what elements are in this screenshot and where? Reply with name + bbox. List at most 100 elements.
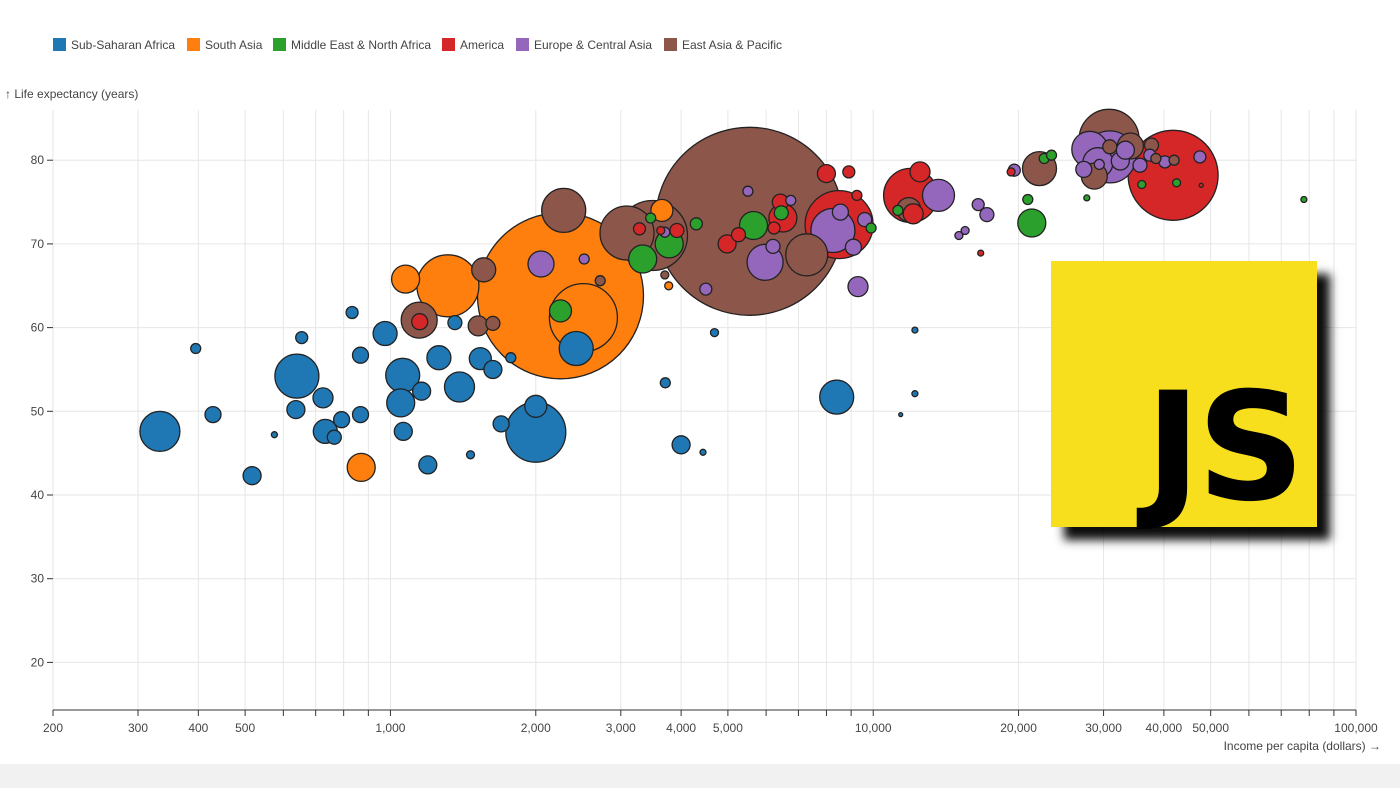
bubble-sub-saharan-africa[interactable] xyxy=(411,381,432,401)
bubble-sub-saharan-africa[interactable] xyxy=(671,435,691,455)
legend-item-south-asia[interactable]: South Asia xyxy=(187,38,263,52)
bubble-sub-saharan-africa[interactable] xyxy=(139,410,181,453)
bubble-sub-saharan-africa[interactable] xyxy=(558,330,594,367)
bubble-middle-east-north-africa[interactable] xyxy=(1300,195,1308,204)
bubble-america[interactable] xyxy=(816,163,837,184)
bubble-america[interactable] xyxy=(411,313,429,331)
bubble-america[interactable] xyxy=(1006,167,1016,177)
bubble-europe-central-asia[interactable] xyxy=(844,238,863,256)
bubble-middle-east-north-africa[interactable] xyxy=(1083,194,1091,202)
bubble-america[interactable] xyxy=(1198,182,1204,188)
bubble-america[interactable] xyxy=(767,221,781,235)
bubble-sub-saharan-africa[interactable] xyxy=(332,411,351,429)
bubble-sub-saharan-africa[interactable] xyxy=(345,305,359,320)
bubble-sub-saharan-africa[interactable] xyxy=(204,405,222,424)
bubble-america[interactable] xyxy=(902,203,924,225)
bubble-sub-saharan-africa[interactable] xyxy=(372,320,398,347)
bubble-europe-central-asia[interactable] xyxy=(699,282,713,296)
bubble-sub-saharan-africa[interactable] xyxy=(505,352,517,364)
bubble-sub-saharan-africa[interactable] xyxy=(483,359,503,380)
bubble-sub-saharan-africa[interactable] xyxy=(351,405,370,424)
bubble-sub-saharan-africa[interactable] xyxy=(911,390,919,398)
legend-item-sub-saharan-africa[interactable]: Sub-Saharan Africa xyxy=(53,38,175,52)
bubble-america[interactable] xyxy=(977,249,985,257)
legend-item-east-asia-pacific[interactable]: East Asia & Pacific xyxy=(664,38,782,52)
bubble-east-asia-pacific[interactable] xyxy=(1168,154,1180,166)
bubble-sub-saharan-africa[interactable] xyxy=(443,371,476,403)
bubble-sub-saharan-africa[interactable] xyxy=(286,399,306,420)
bubble-europe-central-asia[interactable] xyxy=(578,253,590,265)
bubble-east-asia-pacific[interactable] xyxy=(594,275,606,287)
bubble-america[interactable] xyxy=(669,222,685,239)
bubble-sub-saharan-africa[interactable] xyxy=(386,388,416,418)
bubble-sub-saharan-africa[interactable] xyxy=(911,326,919,334)
bubble-europe-central-asia[interactable] xyxy=(921,178,956,213)
bubble-america[interactable] xyxy=(717,234,737,254)
bubble-europe-central-asia[interactable] xyxy=(1115,140,1136,160)
bubble-south-asia[interactable] xyxy=(346,452,376,483)
bubble-middle-east-north-africa[interactable] xyxy=(645,212,657,224)
bubble-east-asia-pacific[interactable] xyxy=(1102,139,1118,155)
bubble-sub-saharan-africa[interactable] xyxy=(295,330,309,345)
bubble-sub-saharan-africa[interactable] xyxy=(709,327,720,338)
bubble-middle-east-north-africa[interactable] xyxy=(628,244,658,274)
bubble-america[interactable] xyxy=(632,222,647,236)
bubble-middle-east-north-africa[interactable] xyxy=(689,217,703,231)
bubble-europe-central-asia[interactable] xyxy=(971,197,985,212)
bubble-sub-saharan-africa[interactable] xyxy=(270,431,279,439)
bubble-america[interactable] xyxy=(730,227,747,243)
bubble-europe-central-asia[interactable] xyxy=(742,185,754,197)
legend-item-europe-central-asia[interactable]: Europe & Central Asia xyxy=(516,38,652,52)
bubble-east-asia-pacific[interactable] xyxy=(785,233,829,277)
bubble-europe-central-asia[interactable] xyxy=(1193,150,1207,164)
bubble-europe-central-asia[interactable] xyxy=(1132,157,1148,173)
bubble-sub-saharan-africa[interactable] xyxy=(524,394,548,418)
bubble-europe-central-asia[interactable] xyxy=(857,211,873,228)
bubble-middle-east-north-africa[interactable] xyxy=(1137,179,1147,190)
bubble-east-asia-pacific[interactable] xyxy=(471,257,497,283)
bubble-europe-central-asia[interactable] xyxy=(1093,158,1105,171)
bubble-america[interactable] xyxy=(656,225,666,236)
bubble-middle-east-north-africa[interactable] xyxy=(1171,178,1182,188)
bubble-sub-saharan-africa[interactable] xyxy=(393,421,413,442)
bubble-middle-east-north-africa[interactable] xyxy=(1045,149,1058,161)
bubble-europe-central-asia[interactable] xyxy=(527,250,555,278)
bubble-sub-saharan-africa[interactable] xyxy=(274,353,320,399)
bubble-europe-central-asia[interactable] xyxy=(765,238,781,255)
bubble-middle-east-north-africa[interactable] xyxy=(865,222,877,234)
legend-item-middle-east-north-africa[interactable]: Middle East & North Africa xyxy=(273,38,431,52)
bubble-europe-central-asia[interactable] xyxy=(785,194,797,207)
bubble-sub-saharan-africa[interactable] xyxy=(418,455,438,475)
bubble-sub-saharan-africa[interactable] xyxy=(312,387,334,409)
bubble-middle-east-north-africa[interactable] xyxy=(548,299,573,323)
bubble-middle-east-north-africa[interactable] xyxy=(773,205,789,221)
bubble-europe-central-asia[interactable] xyxy=(1075,160,1093,179)
bubble-middle-east-north-africa[interactable] xyxy=(738,210,769,241)
bubble-sub-saharan-africa[interactable] xyxy=(465,450,476,460)
bubble-east-asia-pacific[interactable] xyxy=(467,315,489,337)
bubble-europe-central-asia[interactable] xyxy=(960,225,970,236)
bubble-europe-central-asia[interactable] xyxy=(831,203,850,221)
bubble-america[interactable] xyxy=(851,189,863,202)
bubble-south-asia[interactable] xyxy=(664,281,674,291)
bubble-sub-saharan-africa[interactable] xyxy=(351,346,370,364)
bubble-america[interactable] xyxy=(909,161,931,183)
bubble-sub-saharan-africa[interactable] xyxy=(819,379,855,415)
bubble-east-asia-pacific[interactable] xyxy=(1150,152,1162,165)
bubble-south-asia[interactable] xyxy=(650,198,674,223)
bubble-sub-saharan-africa[interactable] xyxy=(898,411,904,418)
bubble-middle-east-north-africa[interactable] xyxy=(1022,193,1034,206)
bubble-sub-saharan-africa[interactable] xyxy=(447,314,463,331)
bubble-sub-saharan-africa[interactable] xyxy=(699,448,707,456)
bubble-europe-central-asia[interactable] xyxy=(847,275,869,298)
bubble-sub-saharan-africa[interactable] xyxy=(190,342,202,355)
bubble-america[interactable] xyxy=(842,165,856,179)
bubble-east-asia-pacific[interactable] xyxy=(485,315,501,332)
legend-item-america[interactable]: America xyxy=(442,38,504,52)
bubble-sub-saharan-africa[interactable] xyxy=(242,466,262,486)
bubble-south-asia[interactable] xyxy=(390,264,421,294)
bubble-sub-saharan-africa[interactable] xyxy=(426,345,452,371)
bubble-middle-east-north-africa[interactable] xyxy=(1017,208,1047,238)
bubble-sub-saharan-africa[interactable] xyxy=(492,415,510,433)
bubble-europe-central-asia[interactable] xyxy=(979,206,995,223)
